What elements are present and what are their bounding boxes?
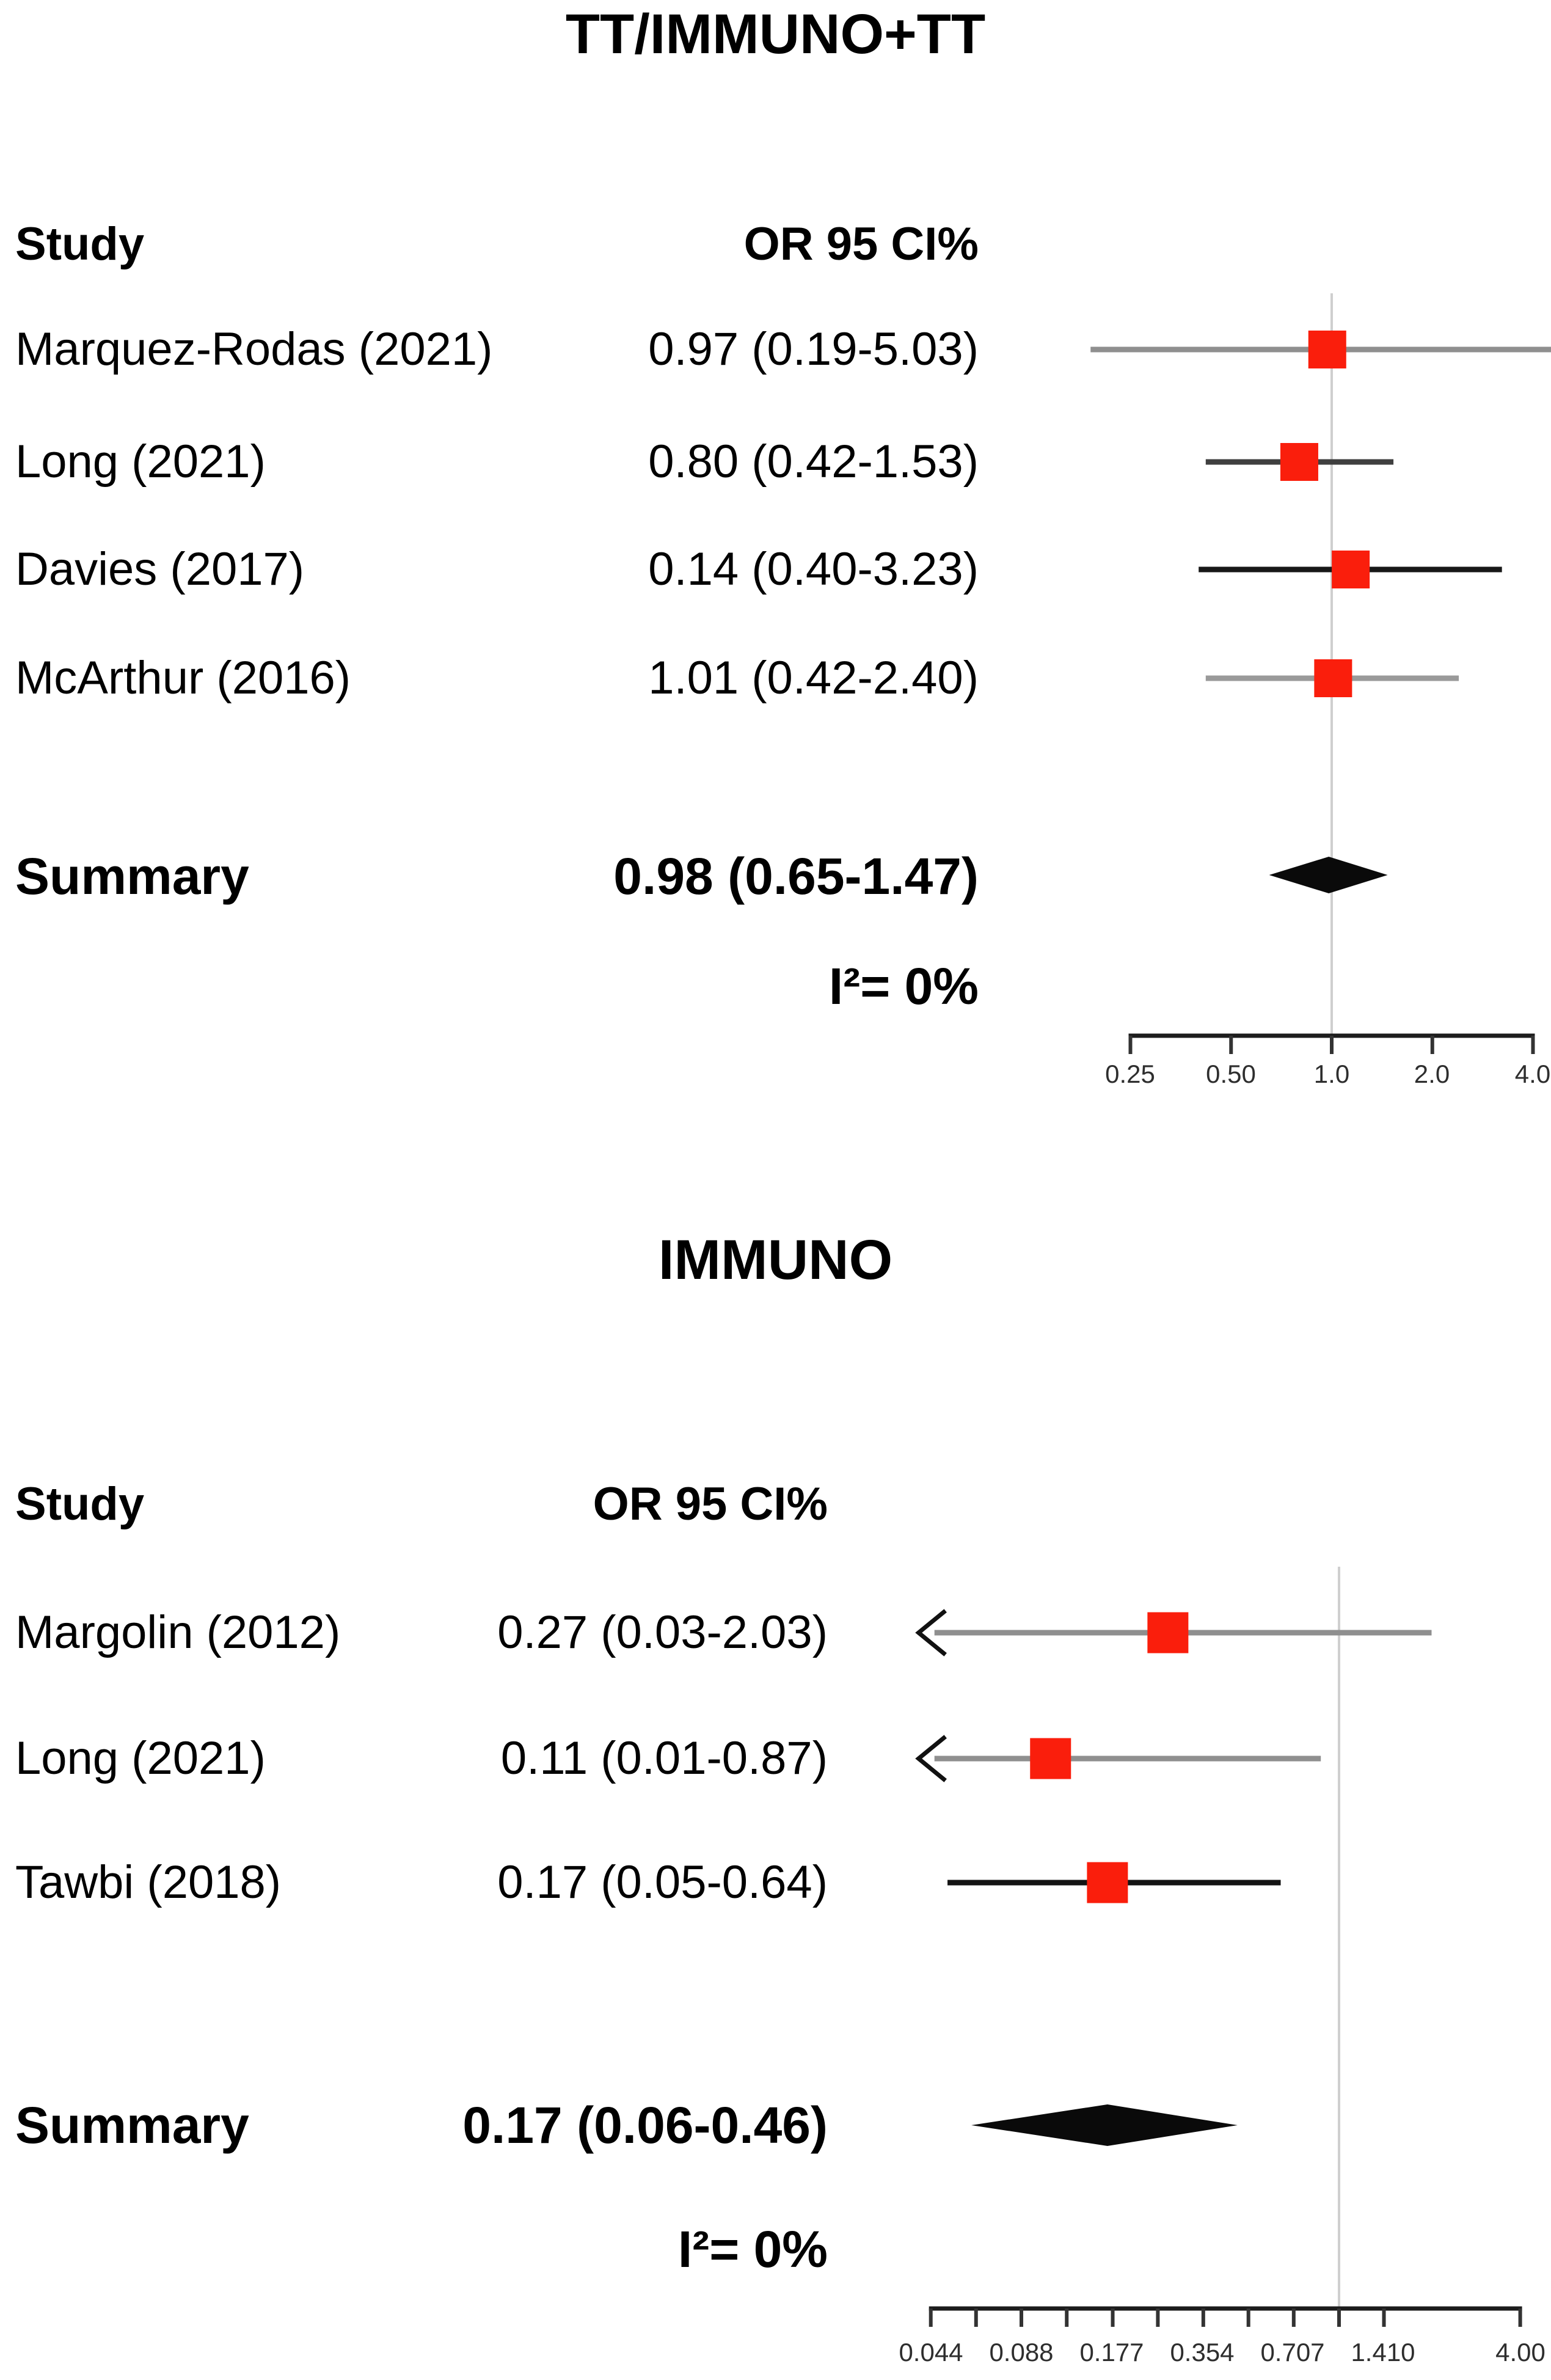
ci-line	[934, 1756, 1321, 1762]
or-marker	[1087, 1862, 1128, 1903]
axis-tick-label: 1.0	[1313, 1060, 1350, 1088]
study-label: Long (2021)	[15, 436, 266, 488]
summary-or-value: 0.17 (0.06-0.46)	[462, 2096, 828, 2154]
axis-tick-label: 0.177	[1079, 2338, 1144, 2367]
study-label: Tawbi (2018)	[15, 1856, 282, 1908]
panel-title: TT/IMMUNO+TT	[565, 3, 986, 65]
axis-tick-label: 0.354	[1170, 2338, 1235, 2367]
reference-line	[1338, 1567, 1340, 2309]
or-marker	[1314, 659, 1352, 697]
axis-tick-label: 1.410	[1351, 2338, 1415, 2367]
or-marker	[1280, 443, 1318, 481]
axis-tick	[1065, 2309, 1069, 2327]
axis-tick-label: 0.088	[989, 2338, 1054, 2367]
or-marker	[1030, 1738, 1071, 1779]
axis-tick-label: 2.0	[1414, 1060, 1450, 1088]
study-label: Margolin (2012)	[15, 1606, 341, 1658]
or-marker	[1308, 331, 1346, 368]
study-label: Davies (2017)	[15, 543, 305, 595]
axis-tick-label: 4.0	[1514, 1060, 1551, 1088]
or-marker	[1147, 1612, 1189, 1653]
axis-line	[929, 2306, 1522, 2311]
axis-tick	[1020, 2309, 1024, 2327]
or-value: 0.14 (0.40-3.23)	[648, 543, 979, 595]
axis-tick	[929, 2309, 933, 2327]
or-value: 0.11 (0.01-0.87)	[500, 1732, 828, 1784]
axis-tick	[1111, 2309, 1115, 2327]
axis-tick-label: 4.00	[1495, 2338, 1546, 2367]
axis-tick-label: 0.50	[1206, 1060, 1256, 1088]
axis-tick-label: 0.044	[899, 2338, 963, 2367]
study-column-header: Study	[15, 1478, 145, 1530]
or-value: 1.01 (0.42-2.40)	[648, 652, 979, 704]
study-label: Long (2021)	[15, 1732, 266, 1784]
axis-tick	[1156, 2309, 1160, 2327]
study-label: McArthur (2016)	[15, 652, 351, 704]
axis-tick	[1531, 1036, 1535, 1054]
or-column-header: OR 95 CI%	[743, 218, 979, 270]
panel-title: IMMUNO	[658, 1229, 893, 1291]
or-column-header: OR 95 CI%	[593, 1478, 828, 1530]
axis-tick	[1330, 1036, 1334, 1054]
axis-tick	[1291, 2309, 1296, 2327]
summary-label: Summary	[15, 2096, 249, 2154]
or-value: 0.27 (0.03-2.03)	[497, 1606, 828, 1658]
summary-diamond	[1269, 857, 1388, 893]
axis-tick	[1246, 2309, 1250, 2327]
summary-label: Summary	[15, 848, 249, 905]
summary-diamond	[971, 2104, 1238, 2146]
study-label: Marquez-Rodas (2021)	[15, 323, 493, 375]
axis-tick	[1337, 2309, 1341, 2327]
or-value: 0.97 (0.19-5.03)	[648, 323, 979, 375]
or-marker	[1332, 551, 1370, 588]
axis-tick	[1201, 2309, 1205, 2327]
or-value: 0.80 (0.42-1.53)	[648, 436, 979, 488]
i-squared-label: I²= 0%	[828, 957, 979, 1015]
axis-tick	[1518, 2309, 1522, 2327]
i-squared-label: I²= 0%	[677, 2221, 828, 2278]
or-value: 0.17 (0.05-0.64)	[497, 1856, 828, 1908]
axis-tick	[1229, 1036, 1233, 1054]
summary-or-value: 0.98 (0.65-1.47)	[613, 848, 979, 905]
clip-arrow-icon	[915, 1735, 947, 1782]
axis-tick	[1430, 1036, 1434, 1054]
axis-tick	[974, 2309, 978, 2327]
axis-tick-label: 0.707	[1260, 2338, 1325, 2367]
clip-arrow-icon	[915, 1609, 947, 1657]
axis-tick	[1128, 1036, 1133, 1054]
axis-tick	[1382, 2309, 1386, 2327]
study-column-header: Study	[15, 218, 145, 270]
axis-tick-label: 0.25	[1105, 1060, 1155, 1088]
